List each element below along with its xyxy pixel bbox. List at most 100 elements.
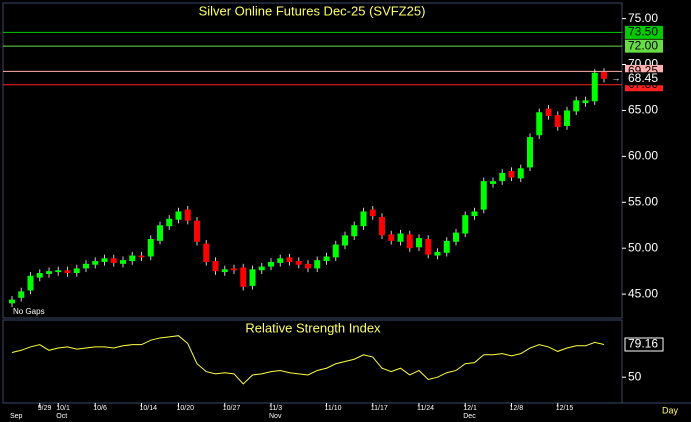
candle-body bbox=[527, 137, 533, 168]
candle-body bbox=[342, 235, 348, 246]
candle-body bbox=[601, 71, 607, 79]
candle-body bbox=[212, 261, 219, 272]
y-tick-label: 45.00 bbox=[628, 286, 658, 300]
candle-body bbox=[332, 244, 339, 258]
rsi-title: Relative Strength Index bbox=[245, 320, 381, 335]
candle-body bbox=[517, 168, 524, 179]
candle-body bbox=[268, 261, 274, 267]
candle-body bbox=[425, 239, 432, 255]
candle-body bbox=[314, 260, 321, 269]
candle-body bbox=[462, 215, 469, 234]
level-label: 73.50 bbox=[628, 25, 658, 39]
candle-body bbox=[277, 258, 284, 263]
month-label: Oct bbox=[56, 413, 67, 420]
candle-body bbox=[471, 211, 478, 217]
y-tick-label: 75.00 bbox=[628, 11, 658, 25]
candle-body bbox=[554, 115, 561, 127]
candle-body bbox=[453, 232, 459, 242]
month-label: Nov bbox=[269, 413, 282, 420]
rsi-y-tick-label: 50 bbox=[628, 369, 642, 383]
candle-body bbox=[480, 181, 487, 210]
level-label: 72.00 bbox=[628, 38, 658, 52]
candle-body bbox=[157, 225, 163, 241]
candle-body bbox=[582, 100, 589, 104]
x-tick-label: 10/20 bbox=[177, 405, 195, 412]
level-label-box bbox=[625, 39, 663, 53]
y-tick-label: 60.00 bbox=[628, 149, 658, 163]
note: No Gaps bbox=[13, 307, 45, 316]
candle-body bbox=[101, 258, 108, 262]
candle-body bbox=[295, 261, 302, 265]
candle-body bbox=[203, 243, 210, 262]
candle-body bbox=[591, 72, 598, 102]
last-price-box bbox=[625, 72, 663, 86]
candle-body bbox=[221, 269, 228, 273]
x-tick-label: 10/1 bbox=[56, 405, 70, 412]
candle-body bbox=[536, 112, 543, 136]
candle-body bbox=[175, 211, 182, 220]
rsi-last-label: 79.16 bbox=[628, 337, 658, 351]
candle-body bbox=[92, 261, 99, 265]
level-label-box bbox=[625, 25, 663, 39]
x-tick-label: 9/29 bbox=[38, 405, 52, 412]
candle-body bbox=[499, 172, 506, 182]
candle-body bbox=[18, 291, 25, 298]
x-tick-label: 12/1 bbox=[463, 405, 477, 412]
candle-body bbox=[73, 268, 80, 273]
candle-body bbox=[360, 211, 367, 227]
candle-body bbox=[240, 267, 247, 287]
x-tick-label: 12/15 bbox=[556, 405, 574, 412]
price-panel bbox=[2, 2, 623, 319]
candle-body bbox=[166, 218, 173, 227]
candle-body bbox=[305, 263, 311, 269]
last-price-label: 68.45 bbox=[628, 71, 658, 85]
candle-body bbox=[249, 269, 256, 286]
candle-body bbox=[388, 234, 395, 241]
candle-body bbox=[434, 251, 441, 256]
candle-body bbox=[564, 110, 570, 127]
x-tick-label: 10/27 bbox=[223, 405, 241, 412]
candle-body bbox=[369, 209, 376, 217]
candle-body bbox=[110, 258, 117, 263]
last-arrow: → bbox=[612, 73, 621, 83]
candle-body bbox=[416, 238, 422, 248]
chart-title: Silver Online Futures Dec-25 (SVFZ25) bbox=[199, 3, 426, 18]
candle-body bbox=[138, 255, 145, 258]
month-label: Dec bbox=[463, 413, 476, 420]
candle-body bbox=[286, 257, 293, 262]
candle-body bbox=[27, 275, 34, 291]
x-tick-label: 12/8 bbox=[510, 405, 524, 412]
x-tick-label: 11/24 bbox=[417, 405, 434, 412]
x-tick-label: 11/3 bbox=[269, 405, 282, 412]
candle-body bbox=[147, 239, 154, 257]
candle-body bbox=[323, 256, 330, 262]
x-tick-label: 11/17 bbox=[371, 405, 388, 412]
x-tick-label: 11/10 bbox=[325, 405, 342, 412]
candle-body bbox=[545, 108, 552, 116]
rsi-last-box bbox=[624, 337, 664, 352]
x-unit: Day bbox=[662, 405, 679, 415]
rsi-line bbox=[11, 335, 605, 385]
candle-body bbox=[231, 268, 237, 271]
candle-body bbox=[573, 100, 580, 112]
x-tick-label: 10/6 bbox=[93, 405, 107, 412]
y-tick-label: 55.00 bbox=[628, 194, 658, 208]
y-tick-label: 65.00 bbox=[628, 103, 658, 117]
candle-body bbox=[443, 240, 450, 253]
candle-body bbox=[351, 225, 358, 237]
candle-body bbox=[9, 299, 15, 304]
candle-body bbox=[258, 266, 265, 271]
candle-body bbox=[36, 273, 43, 278]
candle-body bbox=[194, 220, 200, 242]
candle-body bbox=[120, 260, 126, 264]
x-tick-label: 10/14 bbox=[140, 405, 158, 412]
candle-body bbox=[490, 181, 496, 184]
candle-body bbox=[129, 255, 136, 262]
candle-body bbox=[379, 216, 385, 236]
month-label: Sep bbox=[10, 413, 23, 420]
candle-body bbox=[46, 271, 52, 274]
candle-body bbox=[397, 233, 404, 242]
candle-body bbox=[508, 171, 515, 178]
